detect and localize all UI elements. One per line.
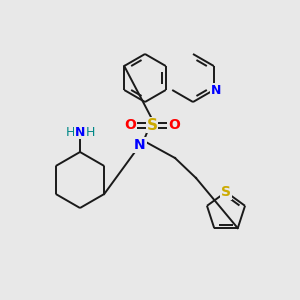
Text: S: S (221, 185, 231, 199)
Text: O: O (168, 118, 180, 132)
Text: H: H (65, 125, 75, 139)
Text: H: H (85, 125, 95, 139)
Text: N: N (134, 138, 146, 152)
Text: S: S (146, 118, 158, 133)
Text: N: N (211, 83, 221, 97)
Text: N: N (75, 125, 85, 139)
Text: O: O (124, 118, 136, 132)
